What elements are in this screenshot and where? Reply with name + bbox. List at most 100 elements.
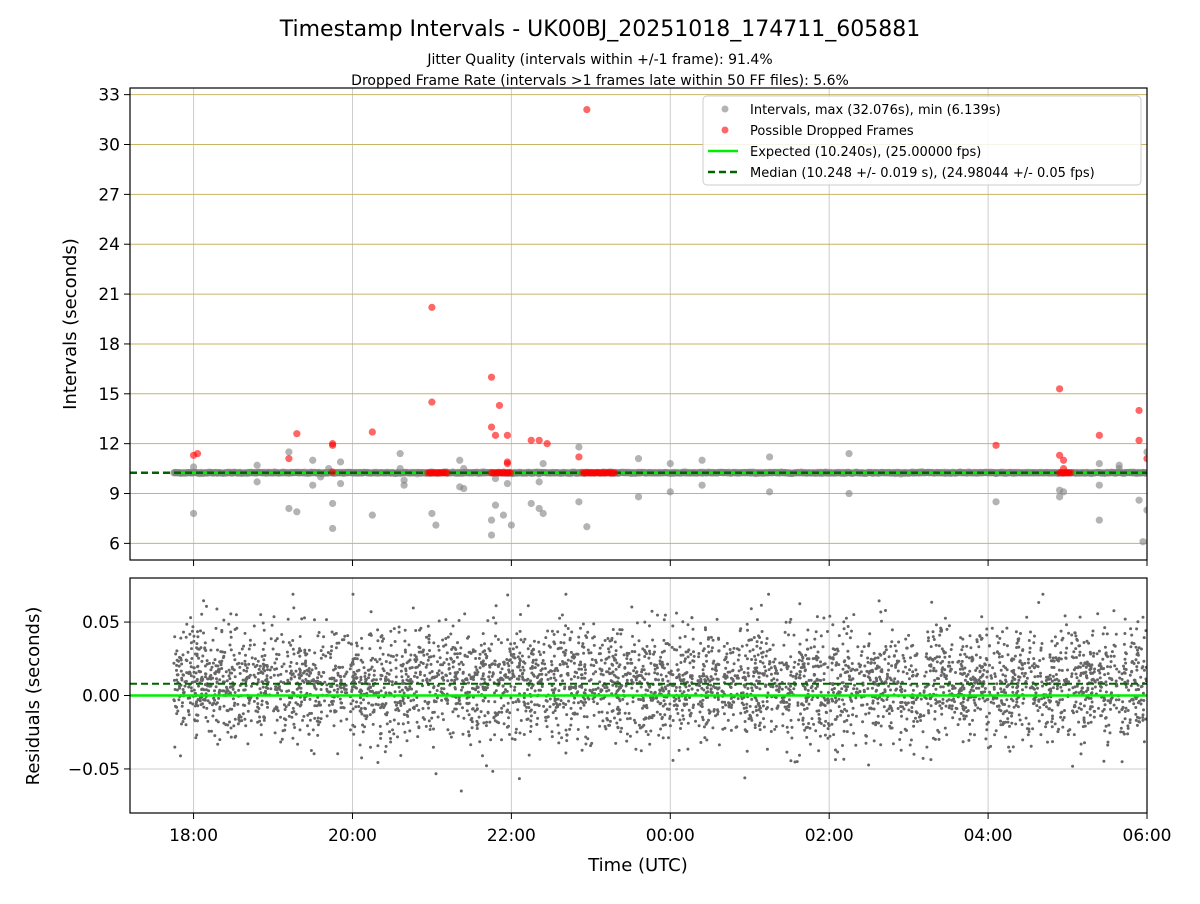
- residual-point: [675, 686, 678, 689]
- residual-point: [209, 649, 212, 652]
- residual-point: [1042, 657, 1045, 660]
- residual-point: [810, 646, 813, 649]
- residual-point: [785, 708, 788, 711]
- residual-point: [933, 718, 936, 721]
- residual-point: [964, 706, 967, 709]
- residual-point: [1060, 630, 1063, 633]
- residual-point: [584, 743, 587, 746]
- residual-point: [241, 662, 244, 665]
- residual-point: [563, 633, 566, 636]
- residual-point: [647, 657, 650, 660]
- residual-point: [699, 678, 702, 681]
- residual-point: [209, 678, 212, 681]
- interval-point: [488, 531, 495, 538]
- residual-point: [435, 700, 438, 703]
- residual-point: [399, 700, 402, 703]
- residual-point: [940, 713, 943, 716]
- residual-point: [1027, 733, 1030, 736]
- residual-point: [938, 655, 941, 658]
- residual-point: [1056, 730, 1059, 733]
- residual-point: [965, 715, 968, 718]
- residual-point: [173, 746, 176, 749]
- residual-point: [510, 661, 513, 664]
- residual-point: [1052, 657, 1055, 660]
- residual-point: [801, 659, 804, 662]
- residual-point: [257, 678, 260, 681]
- residual-point: [586, 726, 589, 729]
- residual-point: [761, 630, 764, 633]
- residual-point: [345, 718, 348, 721]
- residual-point: [471, 726, 474, 729]
- residual-point: [1021, 723, 1024, 726]
- residual-point: [1125, 652, 1128, 655]
- interval-point: [190, 463, 197, 470]
- residual-point: [848, 678, 851, 681]
- residual-point: [246, 667, 249, 670]
- residual-point: [195, 713, 198, 716]
- dropped-frame-point: [492, 432, 499, 439]
- residual-point: [884, 609, 887, 612]
- residual-point: [469, 743, 472, 746]
- residual-point: [444, 643, 447, 646]
- residual-point: [869, 707, 872, 710]
- residual-point: [1037, 700, 1040, 703]
- interval-point: [285, 448, 292, 455]
- residual-point: [371, 657, 374, 660]
- residual-point: [639, 727, 642, 730]
- residual-point: [467, 730, 470, 733]
- residual-point: [615, 661, 618, 664]
- residual-point: [1028, 651, 1031, 654]
- residual-point: [718, 743, 721, 746]
- residual-point: [1135, 658, 1138, 661]
- interval-point: [337, 480, 344, 487]
- residual-point: [309, 719, 312, 722]
- residual-point: [320, 711, 323, 714]
- residual-point: [863, 645, 866, 648]
- residual-point: [1023, 675, 1026, 678]
- residual-point: [1126, 732, 1129, 735]
- residual-point: [191, 625, 194, 628]
- residual-point: [797, 663, 800, 666]
- residual-point: [671, 646, 674, 649]
- residual-point: [880, 725, 883, 728]
- residual-point: [187, 651, 190, 654]
- residual-point: [461, 686, 464, 689]
- residual-point: [242, 645, 245, 648]
- residual-point: [1008, 750, 1011, 753]
- residual-point: [969, 677, 972, 680]
- residual-point: [656, 711, 659, 714]
- residual-point: [934, 738, 937, 741]
- residual-point: [923, 689, 926, 692]
- residual-point: [437, 716, 440, 719]
- residual-point: [376, 761, 379, 764]
- residual-point: [379, 725, 382, 728]
- residual-point: [899, 705, 902, 708]
- residual-point: [847, 714, 850, 717]
- residual-point: [723, 645, 726, 648]
- residual-point: [770, 730, 773, 733]
- residual-point: [967, 739, 970, 742]
- residual-point: [362, 698, 365, 701]
- intervals-ytick-label: 21: [98, 285, 120, 305]
- residual-point: [560, 647, 563, 650]
- residual-point: [474, 666, 477, 669]
- residual-point: [352, 593, 355, 596]
- residual-point: [684, 657, 687, 660]
- residual-point: [204, 673, 207, 676]
- residual-point: [1063, 709, 1066, 712]
- residual-point: [1034, 691, 1037, 694]
- legend-label-median: Median (10.248 +/- 0.019 s), (24.98044 +…: [750, 166, 1095, 181]
- residual-point: [839, 714, 842, 717]
- residual-point: [692, 704, 695, 707]
- residual-point: [292, 710, 295, 713]
- residual-point: [563, 641, 566, 644]
- residual-point: [1135, 627, 1138, 630]
- residual-point: [728, 706, 731, 709]
- residual-point: [623, 653, 626, 656]
- residual-point: [250, 719, 253, 722]
- residual-point: [698, 675, 701, 678]
- residual-point: [1118, 670, 1121, 673]
- residual-point: [527, 647, 530, 650]
- residual-point: [370, 610, 373, 613]
- residual-point: [560, 736, 563, 739]
